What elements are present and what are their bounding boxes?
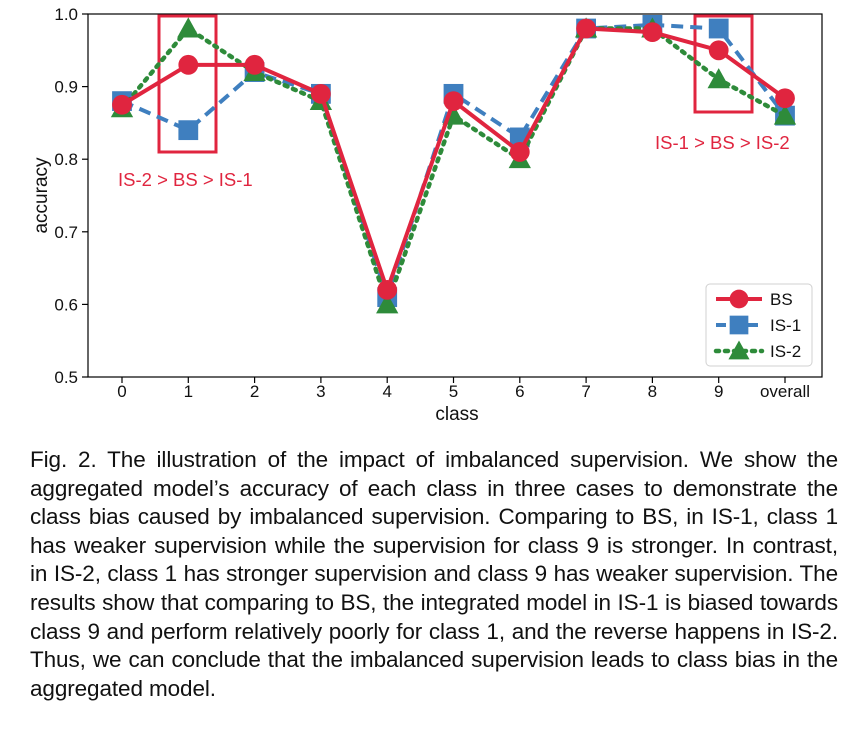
data-point-bs bbox=[775, 88, 795, 109]
data-point-bs bbox=[576, 18, 596, 39]
x-tick-label: 2 bbox=[250, 382, 259, 401]
data-point-is-2 bbox=[707, 68, 730, 89]
legend-label-is-2: IS-2 bbox=[770, 342, 801, 361]
data-point-bs bbox=[642, 22, 663, 43]
data-point-is-2 bbox=[376, 293, 399, 314]
y-tick-label: 0.6 bbox=[54, 295, 78, 314]
data-point-bs bbox=[443, 91, 464, 112]
annotation-label: IS-1 > BS > IS-2 bbox=[655, 132, 790, 153]
y-tick-label: 0.9 bbox=[54, 78, 78, 97]
series-line-bs bbox=[120, 26, 787, 292]
x-tick-label: 9 bbox=[714, 382, 723, 401]
x-tick-label: 5 bbox=[449, 382, 458, 401]
data-point-bs bbox=[509, 142, 530, 162]
y-tick-label: 0.7 bbox=[54, 223, 78, 242]
x-tick-label: 7 bbox=[581, 382, 590, 401]
series-line-is-2 bbox=[119, 26, 788, 307]
legend-label-is-1: IS-1 bbox=[770, 316, 801, 335]
x-axis-label: class bbox=[435, 404, 478, 425]
legend-marker-bs bbox=[729, 289, 749, 309]
x-tick-label: 1 bbox=[184, 382, 193, 401]
annotation-label: IS-2 > BS > IS-1 bbox=[118, 169, 253, 190]
data-point-bs bbox=[178, 54, 199, 75]
data-point-bs bbox=[112, 94, 132, 115]
data-point-bs bbox=[708, 40, 729, 61]
plot-frame bbox=[87, 13, 823, 378]
data-point-bs bbox=[244, 54, 265, 75]
data-point-is-1 bbox=[708, 18, 729, 39]
y-tick-label: 0.5 bbox=[54, 368, 78, 387]
legend-marker-is-1 bbox=[729, 315, 749, 335]
x-tick-label: 8 bbox=[648, 382, 657, 401]
accuracy-line-chart: 0.5 0.6 0.7 0.8 0.9 1.0 0 1 2 3 4 5 6 7 8 9 overall class… bbox=[31, 5, 823, 425]
legend-label-bs: BS bbox=[770, 290, 793, 309]
y-axis-label: accuracy bbox=[31, 157, 52, 234]
data-point-is-2 bbox=[773, 104, 797, 125]
data-point-is-2 bbox=[177, 17, 200, 38]
data-point-is-1 bbox=[178, 120, 199, 141]
y-tick-label: 1.0 bbox=[54, 5, 78, 24]
y-tick-label: 0.8 bbox=[54, 150, 78, 169]
x-tick-label: 6 bbox=[515, 382, 524, 401]
x-tick-label: 4 bbox=[382, 382, 391, 401]
x-tick-label: 0 bbox=[117, 382, 126, 401]
data-point-bs bbox=[377, 279, 398, 300]
data-point-bs bbox=[311, 83, 331, 104]
legend-marker-is-2 bbox=[728, 340, 750, 360]
figure-caption: Fig. 2. The illustration of the impact o… bbox=[30, 447, 838, 701]
x-tick-label: 3 bbox=[316, 382, 325, 401]
x-tick-label: overall bbox=[760, 382, 810, 401]
